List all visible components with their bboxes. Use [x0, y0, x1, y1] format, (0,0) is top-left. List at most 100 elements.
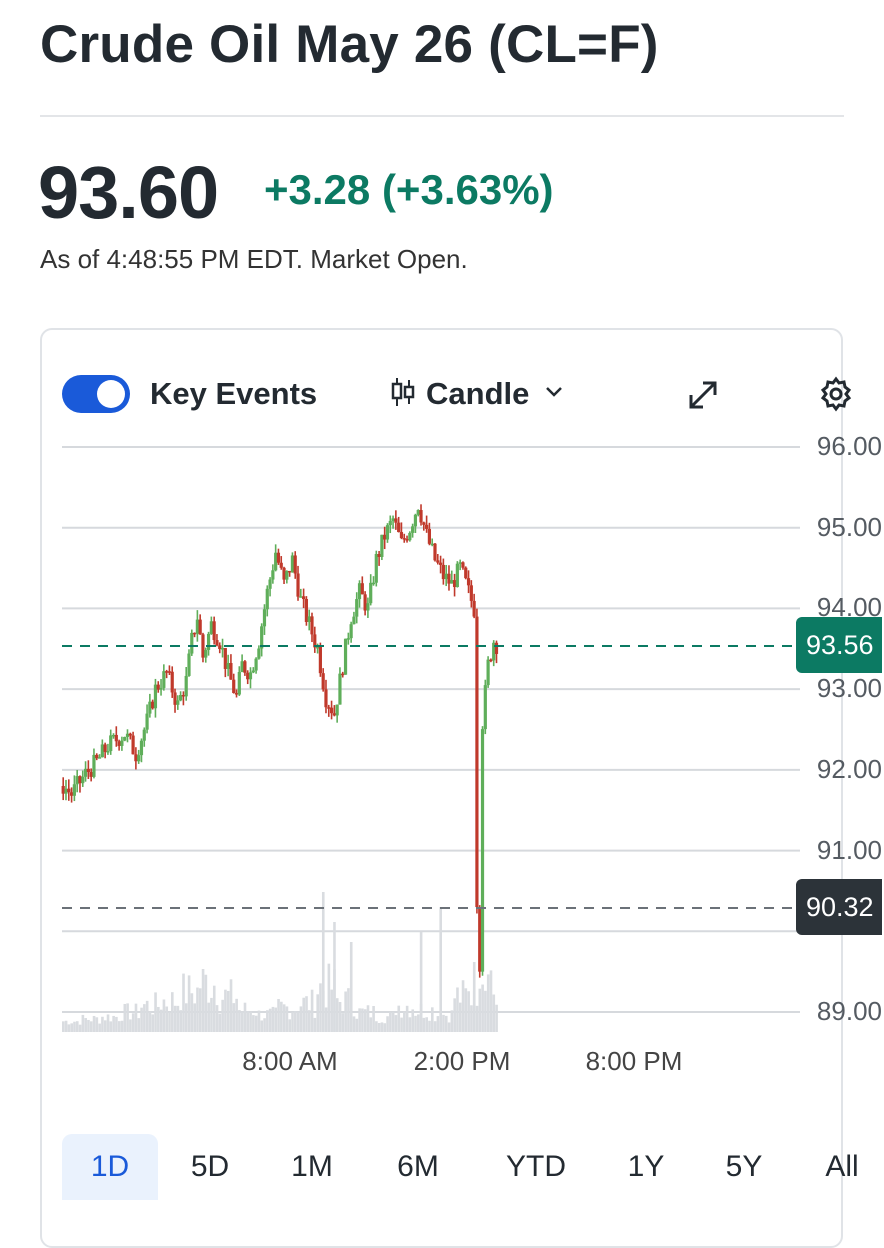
volume-bar	[453, 998, 456, 1032]
candle-body	[433, 543, 437, 561]
volume-bar	[391, 1012, 395, 1032]
volume-bar	[294, 1011, 297, 1032]
x-tick-label: 8:00 AM	[242, 1046, 338, 1076]
market-status: As of 4:48:55 PM EDT. Market Open.	[40, 244, 468, 274]
volume-bar	[73, 1021, 76, 1032]
volume-bar	[120, 1020, 124, 1032]
candle-body	[444, 573, 448, 580]
range-tab-1m[interactable]: 1M	[291, 1150, 333, 1183]
volume-bar	[333, 922, 336, 1032]
candle-body	[425, 524, 429, 529]
candle-body	[341, 673, 345, 676]
candlestick-icon	[390, 377, 416, 412]
volume-bar	[444, 1015, 448, 1032]
volume-bar	[492, 994, 496, 1032]
price-chart[interactable]	[0, 0, 884, 1200]
candle-body	[458, 562, 462, 564]
y-tick-label: 93.00	[816, 673, 882, 704]
volume-bar	[106, 1014, 110, 1032]
candle-body	[262, 609, 267, 627]
expand-icon[interactable]	[686, 378, 720, 417]
volume-bar	[179, 1010, 183, 1032]
candle-body	[313, 634, 317, 648]
volume-bar	[224, 989, 227, 1032]
candle-body	[243, 661, 247, 673]
volume-bar	[64, 1020, 68, 1032]
candle-body	[61, 786, 65, 794]
range-tab-6m[interactable]: 6M	[397, 1150, 439, 1183]
candle-body	[151, 701, 155, 709]
volume-bar	[78, 1024, 82, 1032]
candle-body	[209, 621, 213, 634]
volume-bar	[277, 998, 280, 1032]
candle-body	[321, 673, 325, 690]
candle-body	[204, 649, 208, 658]
range-selector: 1D 5D 1M 6M YTD 1Y 5Y All	[62, 1134, 884, 1200]
chart-type-dropdown[interactable]: Candle	[390, 374, 563, 414]
candle-body	[156, 684, 160, 690]
range-tab-1d[interactable]: 1D	[62, 1134, 158, 1200]
volume-bar	[95, 1017, 99, 1032]
volume-bar	[176, 1005, 180, 1032]
candle-body	[293, 555, 297, 574]
candle-body	[475, 616, 479, 908]
candle-body	[190, 632, 194, 654]
volume-bar	[89, 1021, 93, 1032]
candle-body	[187, 653, 191, 676]
volume-bar	[162, 999, 166, 1032]
divider	[40, 115, 844, 117]
volume-bar	[321, 892, 325, 1032]
candle-body	[257, 648, 261, 659]
candle-body	[192, 632, 197, 635]
volume-bar	[330, 989, 333, 1032]
candle-body	[246, 672, 250, 680]
previous-close-badge: 90.32	[796, 879, 882, 935]
candle-body	[478, 907, 482, 972]
volume-bar	[324, 1007, 328, 1032]
volume-bar	[201, 969, 205, 1032]
candle-body	[226, 663, 230, 669]
candle-body	[430, 543, 434, 546]
range-tab-5d[interactable]: 5D	[190, 1150, 230, 1183]
chevron-down-icon	[545, 385, 563, 403]
candle-body	[397, 522, 401, 533]
candle-body	[162, 671, 166, 688]
range-tab-all[interactable]: All	[825, 1150, 859, 1183]
candle-body	[304, 599, 309, 622]
candle-body	[125, 733, 130, 737]
current-price-badge: 93.56	[796, 617, 882, 673]
volume-bar	[171, 992, 174, 1032]
candle-body	[212, 621, 216, 641]
volume-bar	[386, 1016, 389, 1032]
volume-bar	[403, 1011, 406, 1032]
range-tab-ytd[interactable]: YTD	[506, 1150, 566, 1183]
volume-bar	[305, 996, 308, 1032]
gear-icon[interactable]	[818, 376, 854, 417]
candle-body	[369, 582, 373, 604]
candle-body	[176, 700, 180, 705]
volume-bar	[165, 1006, 169, 1032]
y-tick-label: 92.00	[816, 753, 882, 784]
candle-body	[86, 768, 90, 772]
volume-bar	[288, 1019, 292, 1032]
volume-bar	[458, 1002, 462, 1032]
volume-bar	[126, 1003, 129, 1032]
candle-body	[355, 599, 359, 617]
volume-bar	[81, 1014, 85, 1032]
range-tab-1y[interactable]: 1Y	[627, 1150, 665, 1183]
volume-bar	[131, 1013, 135, 1032]
volume-bar	[484, 990, 487, 1032]
candle-body	[260, 626, 264, 649]
volume-bar	[274, 1007, 278, 1032]
volume-bar	[204, 974, 208, 1032]
volume-bar	[246, 1011, 250, 1032]
candle-body	[83, 768, 88, 777]
key-events-toggle[interactable]	[62, 375, 130, 413]
range-tab-5y[interactable]: 5Y	[725, 1150, 763, 1183]
volume-bar	[75, 1021, 79, 1032]
candle-body	[380, 534, 384, 557]
candle-body	[329, 707, 334, 714]
candle-body	[388, 520, 392, 526]
candle-body	[97, 757, 102, 759]
candle-body	[371, 582, 376, 585]
